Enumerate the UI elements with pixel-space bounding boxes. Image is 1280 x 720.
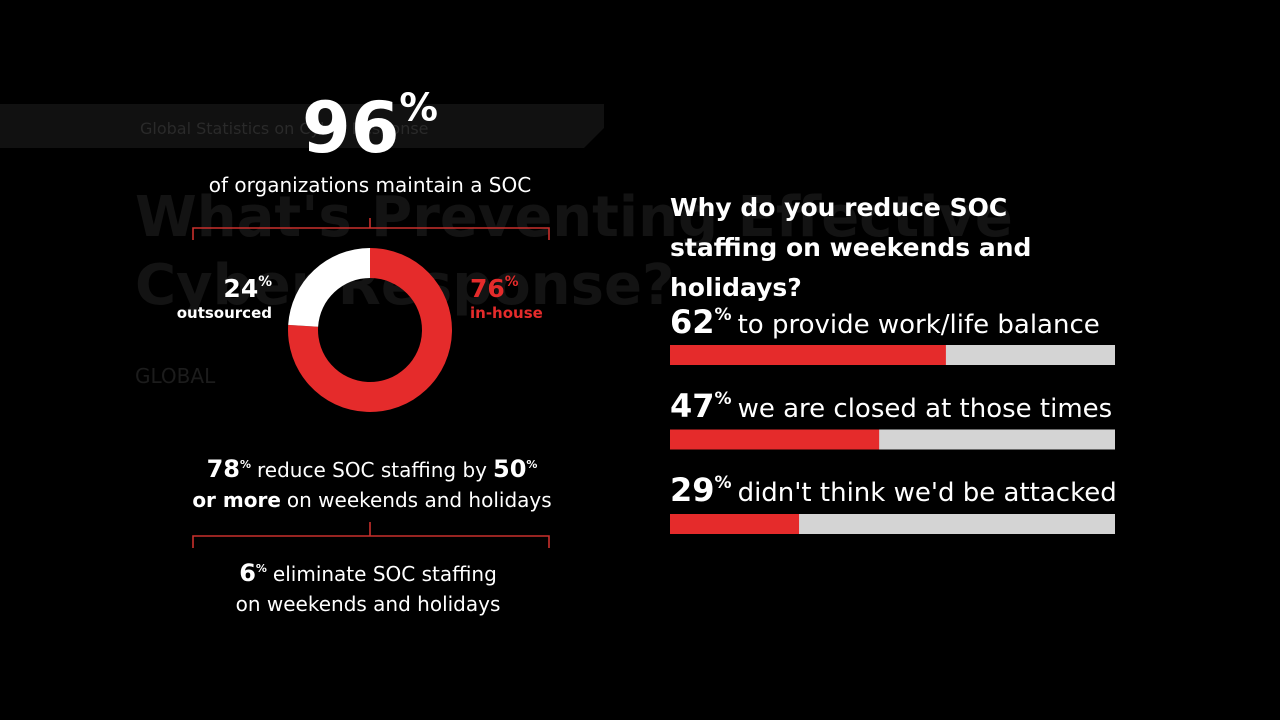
bar (670, 514, 800, 534)
unit-sup: % (258, 274, 272, 290)
bar (670, 345, 946, 365)
unit-sup: % (240, 458, 251, 471)
donut-category-label: outsourced (177, 304, 272, 322)
bar-category-label: to provide work/life balance (738, 310, 1100, 340)
unit-sup: % (399, 86, 438, 131)
bar-value-label: 47 (670, 387, 715, 425)
headline-value: 96% (302, 86, 438, 170)
text-part: 76 (470, 274, 505, 303)
bar (670, 429, 880, 450)
title-line: Why do you reduce SOC (670, 193, 1007, 222)
title-line: staffing on weekends and (670, 233, 1031, 262)
unit-sup: % (715, 305, 732, 325)
unit-sup: % (505, 274, 519, 290)
headline-text: of organizations maintain a SOC (209, 173, 531, 197)
donut-segment (288, 248, 453, 412)
donut-value-label: 76% (470, 274, 519, 303)
statement: 78% reduce SOC staffing by 50% (207, 455, 538, 483)
text-part: 78 (207, 455, 240, 483)
unit-sup: % (715, 473, 732, 493)
bar-category-label: we are closed at those times (738, 394, 1113, 424)
ghost-heading: What's Preventing Effective (135, 185, 1013, 250)
text-part: 50 (493, 455, 526, 483)
chart-title: Why do you reduce SOC staffing on weekend… (670, 193, 1031, 302)
statement: 6% eliminate SOC staffing (239, 559, 497, 587)
bar-label: 47% we are closed at those times (670, 387, 1112, 425)
bar-value-label: 62 (670, 303, 715, 341)
title-line: holidays? (670, 273, 802, 302)
unit-sup: % (526, 458, 537, 471)
bar-value-label: 29 (670, 471, 715, 509)
text-part: on weekends and holidays (287, 488, 552, 512)
text-part: 6 (239, 559, 256, 587)
statement: on weekends and holidays (236, 592, 501, 616)
text-part: 96 (302, 87, 399, 169)
text-part: or more (192, 488, 281, 512)
bracket (192, 522, 550, 548)
unit-sup: % (256, 562, 267, 575)
bar-label: 62% to provide work/life balance (670, 303, 1100, 341)
donut-category-label: in-house (470, 304, 543, 322)
donut-value-label: 24% (223, 274, 272, 303)
ghost-section: GLOBAL (135, 364, 216, 388)
text-part: reduce SOC staffing by (257, 458, 487, 482)
bar-category-label: didn't think we'd be attacked (738, 478, 1117, 508)
text-part: 24 (223, 274, 258, 303)
text-part: eliminate SOC staffing (273, 562, 497, 586)
unit-sup: % (715, 389, 732, 409)
ghost-banner-text: Global Statistics on Cyber Response (140, 119, 429, 138)
bracket (192, 218, 550, 240)
statement: or more on weekends and holidays (192, 488, 551, 512)
donut-segment (288, 248, 370, 327)
bar-label: 29% didn't think we'd be attacked (670, 471, 1117, 509)
ghost-banner (0, 104, 604, 148)
